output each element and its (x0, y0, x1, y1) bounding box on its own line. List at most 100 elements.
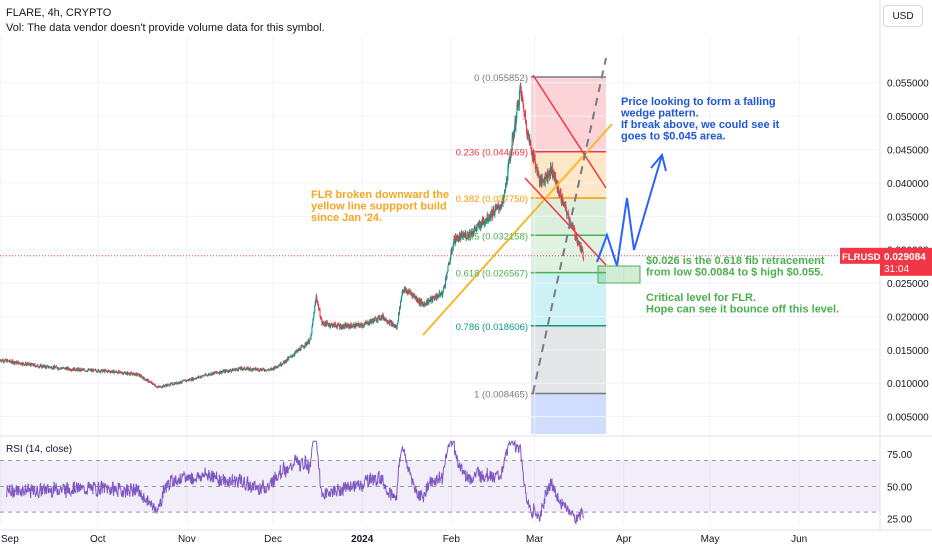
candle-body (114, 371, 116, 373)
candle-body (408, 292, 410, 294)
candle-body (440, 293, 442, 295)
price-tick-label: 0.015000 (887, 346, 929, 357)
price-tick-label: 0.025000 (887, 279, 929, 290)
annotation-green-fib: from low $0.0084 to $ high $0.055. (646, 267, 823, 279)
candle-body (195, 378, 197, 380)
candle-body (230, 370, 232, 372)
candle-body (181, 380, 183, 383)
rsi-tick-label: 25.00 (887, 515, 912, 526)
candle-body (300, 346, 302, 351)
candle-body (547, 177, 549, 180)
rsi-tick-label: 75.00 (887, 450, 912, 461)
candle-body (148, 380, 150, 383)
candle-body (480, 224, 482, 228)
candle-body (530, 143, 532, 149)
candle-body (314, 302, 316, 307)
candle-body (461, 233, 463, 238)
candle-body (0, 360, 2, 362)
candle-body (350, 323, 352, 326)
candle-body (110, 371, 112, 373)
candle-body (210, 374, 212, 376)
candle-body (582, 249, 584, 251)
candle-body (437, 296, 439, 298)
candle-body (471, 231, 473, 235)
candle-body (556, 181, 558, 185)
candle-body (527, 133, 529, 136)
candle-body (360, 323, 362, 325)
candle-body (421, 300, 423, 303)
candle-body (572, 224, 574, 227)
annotation-orange: since Jan '24. (311, 212, 382, 224)
candle-body (129, 374, 131, 376)
candle-body (205, 374, 207, 375)
candle-body (243, 367, 245, 370)
candle-body (391, 322, 393, 326)
time-tick-label: Nov (178, 534, 196, 545)
candle-body (492, 210, 494, 217)
candle-body (347, 324, 349, 328)
candle-body (541, 177, 543, 181)
candle-body (100, 369, 102, 372)
candle-body (567, 211, 569, 215)
candle-body (8, 361, 10, 363)
candle-body (287, 357, 289, 360)
projection-arrowhead (650, 152, 667, 172)
candle-body (162, 385, 164, 387)
candle-body (337, 323, 339, 326)
candle-body (51, 366, 53, 369)
candle-body (452, 249, 454, 251)
candle-body (338, 324, 340, 326)
candle-body (95, 370, 97, 372)
candle-body (580, 245, 582, 251)
candle-body (114, 371, 116, 373)
candle-body (558, 188, 560, 194)
candle-body (237, 370, 239, 372)
candle-body (355, 326, 357, 328)
candle-body (288, 357, 290, 359)
candle-body (414, 297, 416, 299)
currency-button[interactable]: USD (883, 5, 923, 27)
candle-body (66, 368, 68, 370)
candle-body (59, 368, 61, 369)
candle-body (398, 313, 400, 321)
candle-body (346, 326, 348, 328)
candle-body (456, 235, 458, 241)
candle-body (528, 140, 530, 142)
candle-body (526, 122, 528, 132)
candle-body (529, 139, 531, 144)
candle-body (583, 257, 585, 259)
candle-body (559, 192, 561, 195)
candle-body (320, 316, 322, 319)
candle-body (548, 172, 550, 178)
candle-body (131, 372, 133, 374)
candle-body (510, 155, 512, 160)
candle-body (54, 365, 56, 368)
candle-body (393, 324, 395, 327)
price-tick-label: 0.005000 (887, 413, 929, 424)
candle-body (134, 374, 136, 376)
candle-body (538, 175, 540, 184)
candle-body (246, 368, 248, 370)
candle-body (562, 201, 564, 204)
candle-body (346, 324, 348, 327)
candle-body (403, 290, 405, 293)
fib-level-label: 0.786 (0.018606) (456, 322, 528, 333)
candle-body (457, 235, 459, 238)
candle-body (364, 323, 366, 326)
candle-body (386, 321, 388, 322)
candle-body (244, 367, 246, 370)
candle-body (258, 368, 260, 371)
candle-body (151, 382, 153, 383)
candle-body (446, 273, 448, 279)
candle-body (581, 248, 583, 251)
candle-body (434, 296, 436, 299)
candle-body (313, 312, 315, 314)
candle-body (267, 369, 269, 370)
candle-body (489, 218, 491, 219)
candle-body (180, 380, 182, 383)
candle-body (180, 382, 182, 384)
candle-body (316, 299, 318, 303)
volume-note: Vol: The data vendor doesn't provide vol… (6, 22, 325, 34)
candle-body (238, 368, 240, 371)
candle-body (473, 230, 475, 234)
